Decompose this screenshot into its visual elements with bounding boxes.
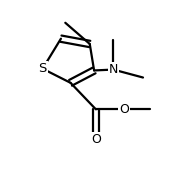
Text: O: O <box>119 103 129 116</box>
Text: S: S <box>38 62 47 75</box>
Text: N: N <box>109 63 118 76</box>
Text: O: O <box>91 133 101 146</box>
